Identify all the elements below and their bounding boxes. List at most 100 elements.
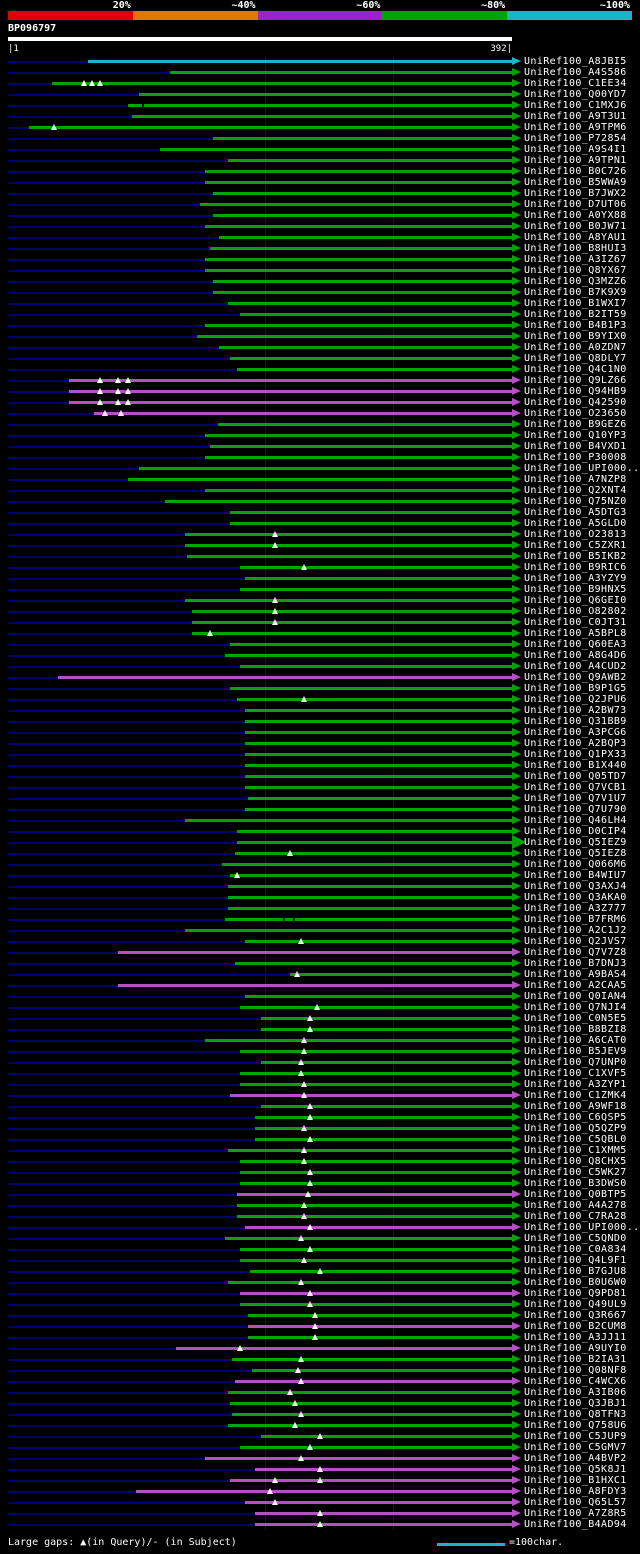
alignment-bar[interactable] [240,1050,512,1053]
hit-accession-link[interactable]: UniRef100_B4VXD1 [524,441,627,452]
hit-accession-link[interactable]: UniRef100_A3IZ67 [524,254,627,265]
hit-accession-link[interactable]: UniRef100_O23650 [524,408,627,419]
alignment-bar[interactable] [200,203,512,206]
alignment-bar[interactable] [165,500,512,503]
alignment-bar[interactable] [255,1468,512,1471]
hit-accession-link[interactable]: UniRef100_Q9LZ66 [524,375,627,386]
hit-accession-link[interactable]: UniRef100_C5ZXR1 [524,540,627,551]
alignment-bar[interactable] [117,951,512,954]
alignment-bar[interactable] [255,1523,512,1526]
hit-accession-link[interactable]: UniRef100_C6QSP5 [524,1112,627,1123]
hit-accession-link[interactable]: UniRef100_B2CUM8 [524,1321,627,1332]
alignment-bar[interactable] [240,313,512,316]
alignment-bar[interactable] [229,511,512,514]
hit-accession-link[interactable]: UniRef100_C5JUP9 [524,1431,627,1442]
alignment-bar[interactable] [210,445,512,448]
hit-accession-link[interactable]: UniRef100_Q2JPU6 [524,694,627,705]
alignment-bar[interactable] [228,1424,512,1427]
alignment-bar[interactable] [139,93,512,96]
alignment-bar[interactable] [205,269,512,272]
alignment-bar[interactable] [232,1358,512,1361]
hit-accession-link[interactable]: UniRef100_Q8TFN3 [524,1409,627,1420]
alignment-bar[interactable] [255,1138,512,1141]
hit-accession-link[interactable]: UniRef100_Q5K8J1 [524,1464,627,1475]
alignment-bar[interactable] [212,214,512,217]
alignment-bar[interactable] [184,544,512,547]
hit-accession-link[interactable]: UniRef100_Q066M6 [524,859,627,870]
alignment-bar[interactable] [184,599,512,602]
alignment-bar[interactable] [229,522,512,525]
alignment-bar[interactable] [170,71,512,74]
hit-accession-link[interactable]: UniRef100_Q08NF8 [524,1365,627,1376]
hit-accession-link[interactable]: UniRef100_B4WIU7 [524,870,627,881]
hit-accession-link[interactable]: UniRef100_Q7UNP0 [524,1057,627,1068]
alignment-bar[interactable] [228,159,512,162]
hit-accession-link[interactable]: UniRef100_D0CIP4 [524,826,627,837]
hit-accession-link[interactable]: UniRef100_Q7V1U7 [524,793,627,804]
alignment-bar[interactable] [228,907,512,910]
alignment-bar[interactable] [187,555,512,558]
hit-accession-link[interactable]: UniRef100_A8FDY3 [524,1486,627,1497]
alignment-bar[interactable] [290,973,512,976]
hit-accession-link[interactable]: UniRef100_B1X440 [524,760,627,771]
alignment-bar[interactable] [237,1193,512,1196]
hit-accession-link[interactable]: UniRef100_A2BW73 [524,705,627,716]
hit-accession-link[interactable]: UniRef100_A2C1J2 [524,925,627,936]
alignment-bar[interactable] [192,632,512,635]
hit-accession-link[interactable]: UniRef100_D7UT06 [524,199,627,210]
alignment-bar[interactable] [51,82,512,85]
alignment-bar[interactable] [247,797,512,800]
hit-accession-link[interactable]: UniRef100_B9YIX0 [524,331,627,342]
hit-accession-link[interactable]: UniRef100_A4BVP2 [524,1453,627,1464]
alignment-bar[interactable] [205,1457,512,1460]
hit-accession-link[interactable]: UniRef100_Q94HB9 [524,386,627,397]
hit-accession-link[interactable]: UniRef100_Q2XNT4 [524,485,627,496]
alignment-bar[interactable] [184,929,512,932]
alignment-bar[interactable] [250,1270,512,1273]
alignment-bar[interactable] [131,115,512,118]
alignment-bar[interactable] [212,291,512,294]
hit-accession-link[interactable]: UniRef100_B7K9X9 [524,287,627,298]
alignment-bar[interactable] [68,390,512,393]
hit-accession-link[interactable]: UniRef100_C5GMV7 [524,1442,627,1453]
hit-accession-link[interactable]: UniRef100_Q5QZP9 [524,1123,627,1134]
hit-accession-link[interactable]: UniRef100_B9GEZ6 [524,419,627,430]
hit-accession-link[interactable]: UniRef100_A3JJ11 [524,1332,627,1343]
hit-accession-link[interactable]: UniRef100_A5BPL8 [524,628,627,639]
hit-accession-link[interactable]: UniRef100_Q8CHX5 [524,1156,627,1167]
alignment-bar[interactable] [127,478,512,481]
hit-accession-link[interactable]: UniRef100_O23813 [524,529,627,540]
hit-accession-link[interactable]: UniRef100_B2IT59 [524,309,627,320]
hit-accession-link[interactable]: UniRef100_A5DTG3 [524,507,627,518]
alignment-bar[interactable] [251,1369,512,1372]
alignment-bar[interactable] [87,60,512,63]
hit-accession-link[interactable]: UniRef100_A2CAA5 [524,980,627,991]
hit-accession-link[interactable]: UniRef100_C1XMM5 [524,1145,627,1156]
hit-accession-link[interactable]: UniRef100_Q4C1N0 [524,364,627,375]
alignment-bar[interactable] [205,225,512,228]
hit-accession-link[interactable]: UniRef100_Q3JBJ1 [524,1398,627,1409]
hit-accession-link[interactable]: UniRef100_A3YZY9 [524,573,627,584]
alignment-bar[interactable] [245,709,512,712]
alignment-bar[interactable] [245,1226,512,1229]
hit-accession-link[interactable]: UniRef100_B7GJU8 [524,1266,627,1277]
hit-accession-link[interactable]: UniRef100_Q60EA3 [524,639,627,650]
alignment-bar[interactable] [210,247,512,250]
hit-accession-link[interactable]: UniRef100_Q46LH4 [524,815,627,826]
alignment-bar[interactable] [240,1006,512,1009]
alignment-bar[interactable] [205,434,512,437]
hit-accession-link[interactable]: UniRef100_Q3AKA0 [524,892,627,903]
hit-accession-link[interactable]: UniRef100_C1EE34 [524,78,627,89]
alignment-bar[interactable] [205,456,512,459]
hit-accession-link[interactable]: UniRef100_P30008 [524,452,627,463]
hit-accession-link[interactable]: UniRef100_C5QND0 [524,1233,627,1244]
hit-accession-link[interactable]: UniRef100_O82802 [524,606,627,617]
hit-accession-link[interactable]: UniRef100_B1HXC1 [524,1475,627,1486]
hit-accession-link[interactable]: UniRef100_Q9PD81 [524,1288,627,1299]
hit-accession-link[interactable]: UniRef100_Q49UL9 [524,1299,627,1310]
hit-accession-link[interactable]: UniRef100_C5WK27 [524,1167,627,1178]
alignment-bar[interactable] [68,401,512,404]
alignment-bar[interactable] [212,137,512,140]
alignment-bar[interactable] [234,962,512,965]
alignment-bar[interactable] [245,577,512,580]
